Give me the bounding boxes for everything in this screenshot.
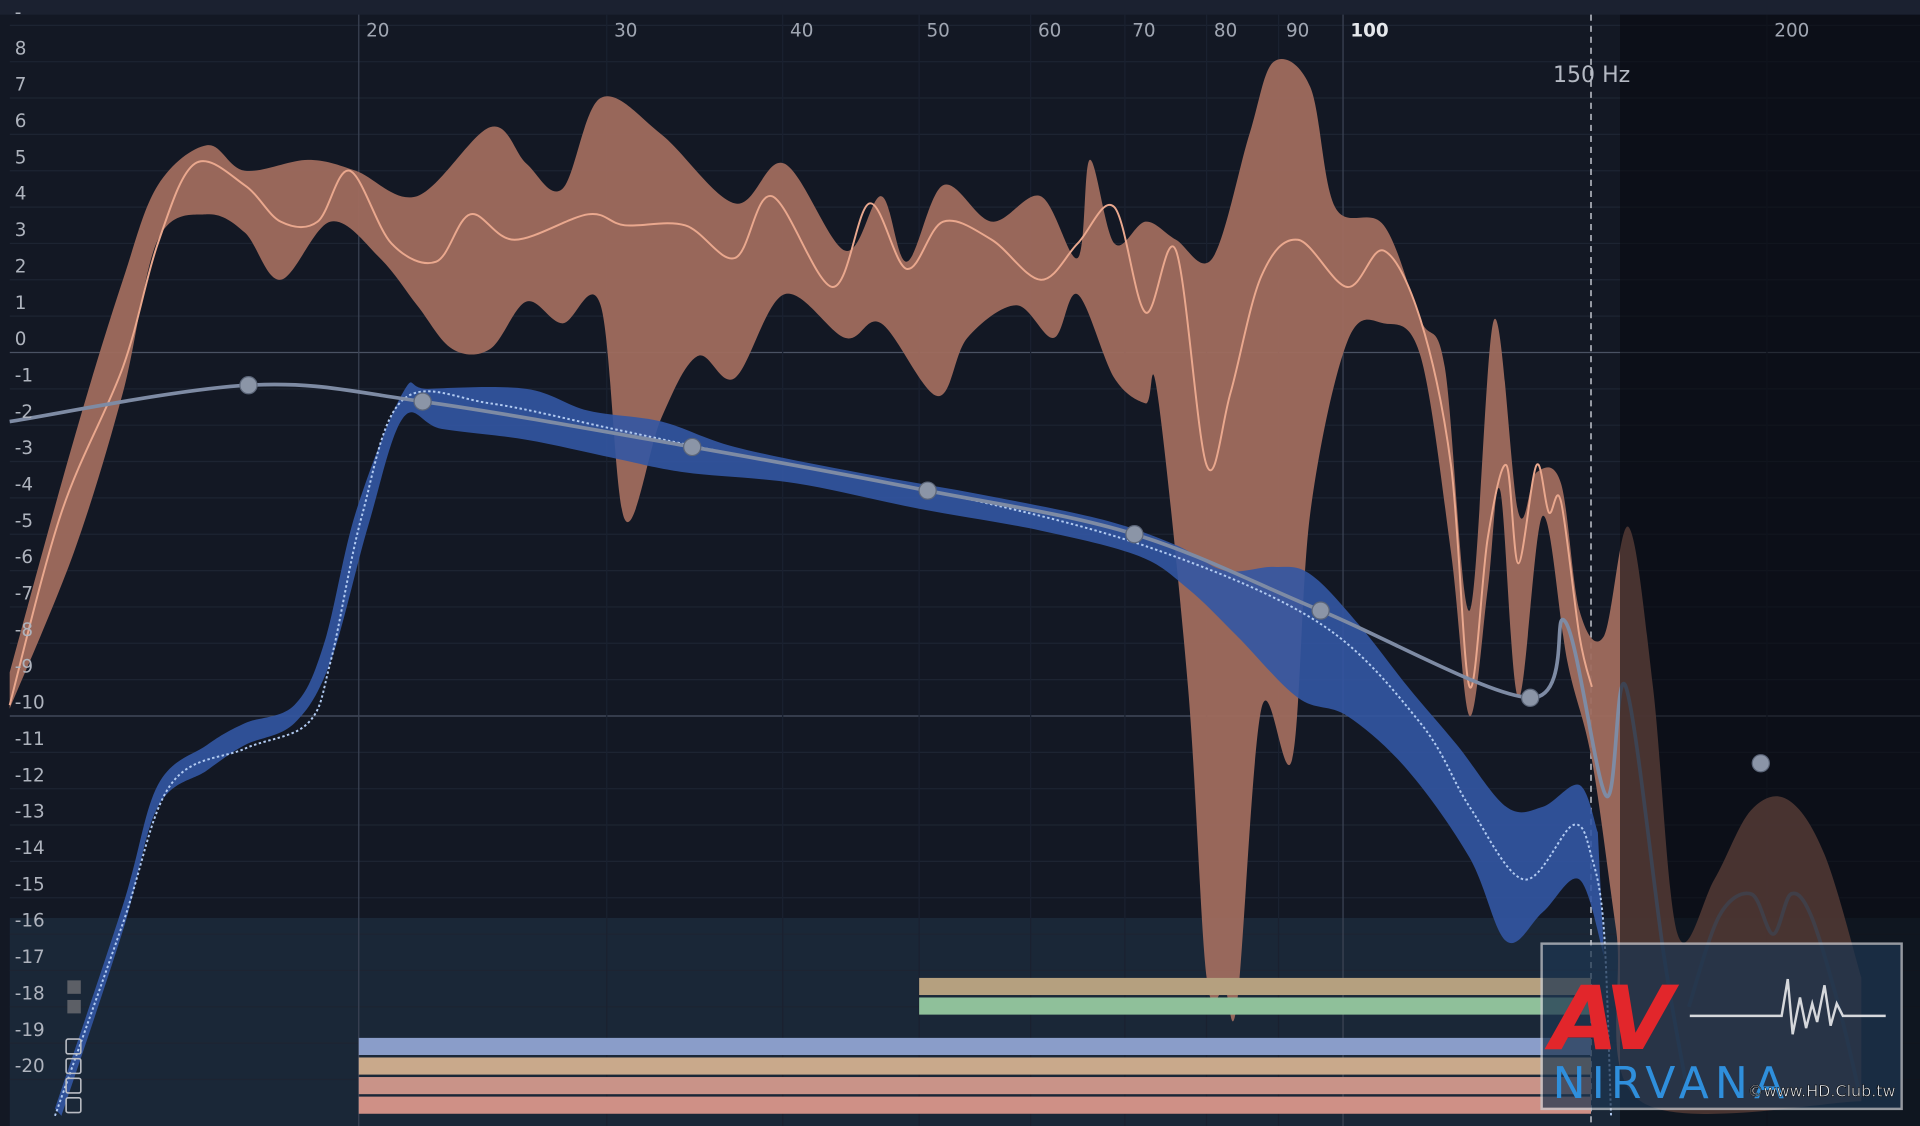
y-tick-label: -20: [15, 1056, 45, 1077]
x-tick-label: 100: [1350, 21, 1388, 42]
toggle-checkbox[interactable]: [65, 1097, 82, 1114]
range-bar: [358, 1077, 1592, 1095]
y-tick-label: 7: [15, 75, 27, 96]
y-tick-label: -17: [15, 947, 45, 968]
y-tick-label: -2: [15, 402, 33, 423]
y-tick-label: 1: [15, 293, 27, 314]
target-node[interactable]: [1311, 601, 1330, 620]
y-tick-label: 0: [15, 329, 27, 350]
y-tick-label: -15: [15, 874, 45, 895]
measured-mean-line: [8, 160, 1593, 706]
y-tick-label: -12: [15, 765, 45, 786]
y-tick-label: -1: [15, 365, 33, 386]
toggle-boxes: [65, 980, 82, 1114]
logo-waveform: [1689, 978, 1886, 1035]
y-tick-label: 6: [15, 111, 27, 132]
x-tick-label: 200: [1774, 21, 1809, 42]
y-tick-label: -10: [15, 693, 45, 714]
toggle-checkbox[interactable]: [65, 1057, 82, 1075]
target-node[interactable]: [413, 392, 432, 411]
target-node[interactable]: [1521, 688, 1540, 707]
range-bar: [358, 1037, 1592, 1056]
y-tick-label: -14: [15, 838, 45, 859]
toggle-checkbox[interactable]: [65, 1038, 82, 1055]
y-tick-label: -: [15, 2, 22, 23]
y-tick-label: 3: [15, 220, 27, 241]
measured-response-band: [9, 58, 1862, 1114]
above-crossover-shade: [1620, 14, 1920, 1126]
x-tick-label: 50: [926, 21, 949, 42]
range-bar: [358, 1057, 1592, 1075]
x-tick-label: 90: [1286, 21, 1309, 42]
axis-labels: -876543210-1-2-3-4-5-6-7-8-9-10-11-12-13…: [15, 2, 1810, 1077]
y-tick-label: -4: [15, 475, 33, 496]
range-bar: [358, 1096, 1592, 1114]
x-tick-label: 30: [614, 21, 637, 42]
toggle-filled[interactable]: [67, 999, 81, 1014]
y-tick-label: 4: [15, 184, 27, 205]
x-tick-label: 70: [1132, 21, 1155, 42]
target-node[interactable]: [239, 376, 258, 395]
y-tick-label: -6: [15, 547, 33, 568]
target-node[interactable]: [918, 481, 937, 500]
y-tick-label: -18: [15, 983, 45, 1004]
toggle-filled[interactable]: [67, 980, 81, 994]
y-tick-label: -5: [15, 511, 33, 532]
y-tick-label: -3: [15, 438, 33, 459]
logo-av: AV: [1544, 967, 1680, 1070]
y-tick-label: -9: [15, 656, 33, 677]
target-node[interactable]: [1751, 754, 1770, 773]
range-bar: [919, 997, 1592, 1015]
watermark-credit: ©www.HD.Club.tw: [1748, 1082, 1896, 1101]
toggle-checkbox[interactable]: [65, 1077, 82, 1094]
target-node[interactable]: [683, 437, 702, 457]
target-nodes: [239, 376, 1770, 773]
y-tick-label: -13: [15, 802, 45, 823]
target-node[interactable]: [1125, 525, 1144, 544]
y-tick-label: 8: [15, 38, 27, 59]
y-tick-label: -7: [15, 584, 33, 605]
x-tick-label: 60: [1038, 21, 1061, 42]
watermark-logo: AV NIRVANA ©www.HD.Club.tw: [1540, 942, 1903, 1111]
range-bar: [919, 977, 1592, 996]
y-tick-label: -11: [15, 729, 45, 750]
y-tick-label: -8: [15, 620, 33, 641]
x-tick-label: 40: [790, 21, 813, 42]
top-strip: [0, 0, 1920, 15]
crossover-marker-label: 150 Hz: [1553, 63, 1630, 88]
range-bars: [358, 977, 1592, 1114]
y-tick-label: -19: [15, 1020, 45, 1041]
y-tick-label: 2: [15, 256, 27, 277]
x-tick-label: 20: [366, 21, 389, 42]
logo-nirvana: NIRVANA: [1553, 1058, 1791, 1109]
x-tick-label: 80: [1214, 21, 1237, 42]
predicted-line: [54, 390, 1613, 1117]
y-tick-label: -16: [15, 911, 45, 932]
y-tick-label: 5: [15, 147, 27, 168]
